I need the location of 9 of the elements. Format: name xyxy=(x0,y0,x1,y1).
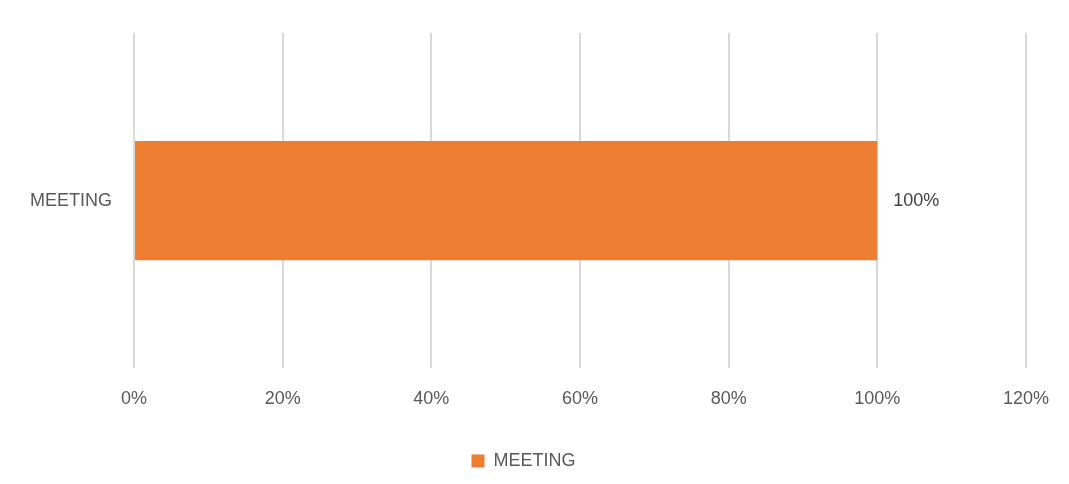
data-label: 100% xyxy=(893,189,940,210)
legend-label: MEETING xyxy=(493,449,576,470)
x-tick-label: 0% xyxy=(120,388,148,409)
x-tick-label: 40% xyxy=(413,388,450,409)
x-tick-label: 120% xyxy=(1002,388,1049,409)
x-tick-label: 100% xyxy=(854,388,901,409)
x-tick-label: 80% xyxy=(710,388,747,409)
x-tick-label: 20% xyxy=(264,388,301,409)
x-tick-label: 60% xyxy=(561,388,599,409)
